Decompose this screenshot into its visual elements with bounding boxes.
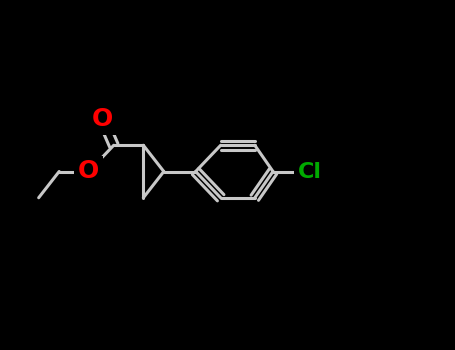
Text: O: O: [78, 160, 99, 183]
Text: O: O: [92, 107, 113, 131]
Text: Cl: Cl: [298, 161, 321, 182]
